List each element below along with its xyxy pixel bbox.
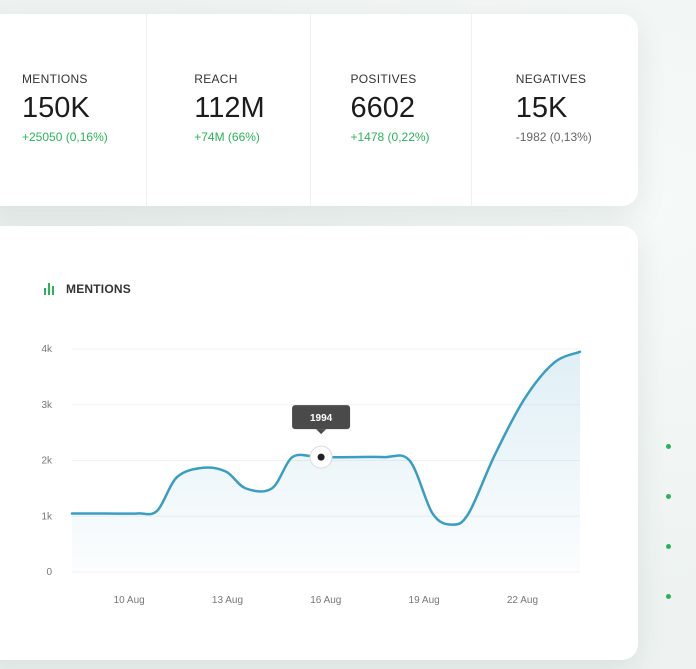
stat-value: 15K <box>515 92 568 124</box>
y-tick-label: 3k <box>41 400 53 411</box>
x-tick-label: 19 Aug <box>409 595 440 606</box>
decorative-dot <box>666 544 671 549</box>
stat-value: 150K <box>22 92 90 124</box>
stat-label: POSITIVES <box>350 72 417 86</box>
bar-chart-icon <box>44 283 54 295</box>
y-tick-label: 0 <box>46 567 52 578</box>
stats-card: MENTIONS 150K +25050 (0,16%) REACH 112M … <box>0 14 638 206</box>
stat-label: REACH <box>194 72 238 86</box>
stat-positives[interactable]: POSITIVES 6602 +1478 (0,22%) <box>311 14 472 206</box>
chart-tooltip: 1994 <box>292 405 351 469</box>
stat-negatives[interactable]: NEGATIVES 15K -1982 (0,13%) <box>472 14 638 206</box>
stat-change: -1982 (0,13%) <box>515 130 592 144</box>
x-tick-label: 13 Aug <box>212 595 243 606</box>
stat-label: NEGATIVES <box>515 72 587 86</box>
x-tick-label: 16 Aug <box>310 595 341 606</box>
tooltip-arrow <box>316 429 327 435</box>
mentions-area-chart[interactable]: 0 1k 2k 3k 4k 10 Aug 13 Aug 16 Aug 19 Aug 22 Aug… <box>0 226 638 660</box>
tooltip-box <box>292 405 351 430</box>
stat-value: 6602 <box>350 92 415 124</box>
y-axis: 0 1k 2k 3k 4k <box>41 344 53 578</box>
x-tick-label: 10 Aug <box>114 595 145 606</box>
highlight-point[interactable] <box>317 453 325 461</box>
decorative-dot <box>666 444 671 449</box>
y-tick-label: 1k <box>41 511 53 522</box>
stat-mentions[interactable]: MENTIONS 150K +25050 (0,16%) <box>0 14 148 206</box>
stat-label: MENTIONS <box>22 72 88 86</box>
x-axis: 10 Aug 13 Aug 16 Aug 19 Aug 22 Aug <box>114 595 538 606</box>
tooltip-value: 1994 <box>310 413 333 424</box>
decorative-dot <box>666 494 671 499</box>
stat-reach[interactable]: REACH 112M +74M (66%) <box>147 14 312 206</box>
y-tick-label: 4k <box>41 344 53 355</box>
stat-change: +25050 (0,16%) <box>22 130 108 144</box>
y-tick-label: 2k <box>41 456 53 467</box>
chart-header: MENTIONS <box>44 282 131 296</box>
chart-title: MENTIONS <box>66 282 131 296</box>
decorative-dot <box>666 594 671 599</box>
stat-change: +1478 (0,22%) <box>350 130 430 144</box>
stat-value: 112M <box>194 92 265 124</box>
stat-change: +74M (66%) <box>194 130 260 144</box>
x-tick-label: 22 Aug <box>507 595 538 606</box>
chart-card: MENTIONS 0 1k 2k 3k 4k 10 Aug 13 Aug 16 Aug 19 … <box>0 226 638 660</box>
